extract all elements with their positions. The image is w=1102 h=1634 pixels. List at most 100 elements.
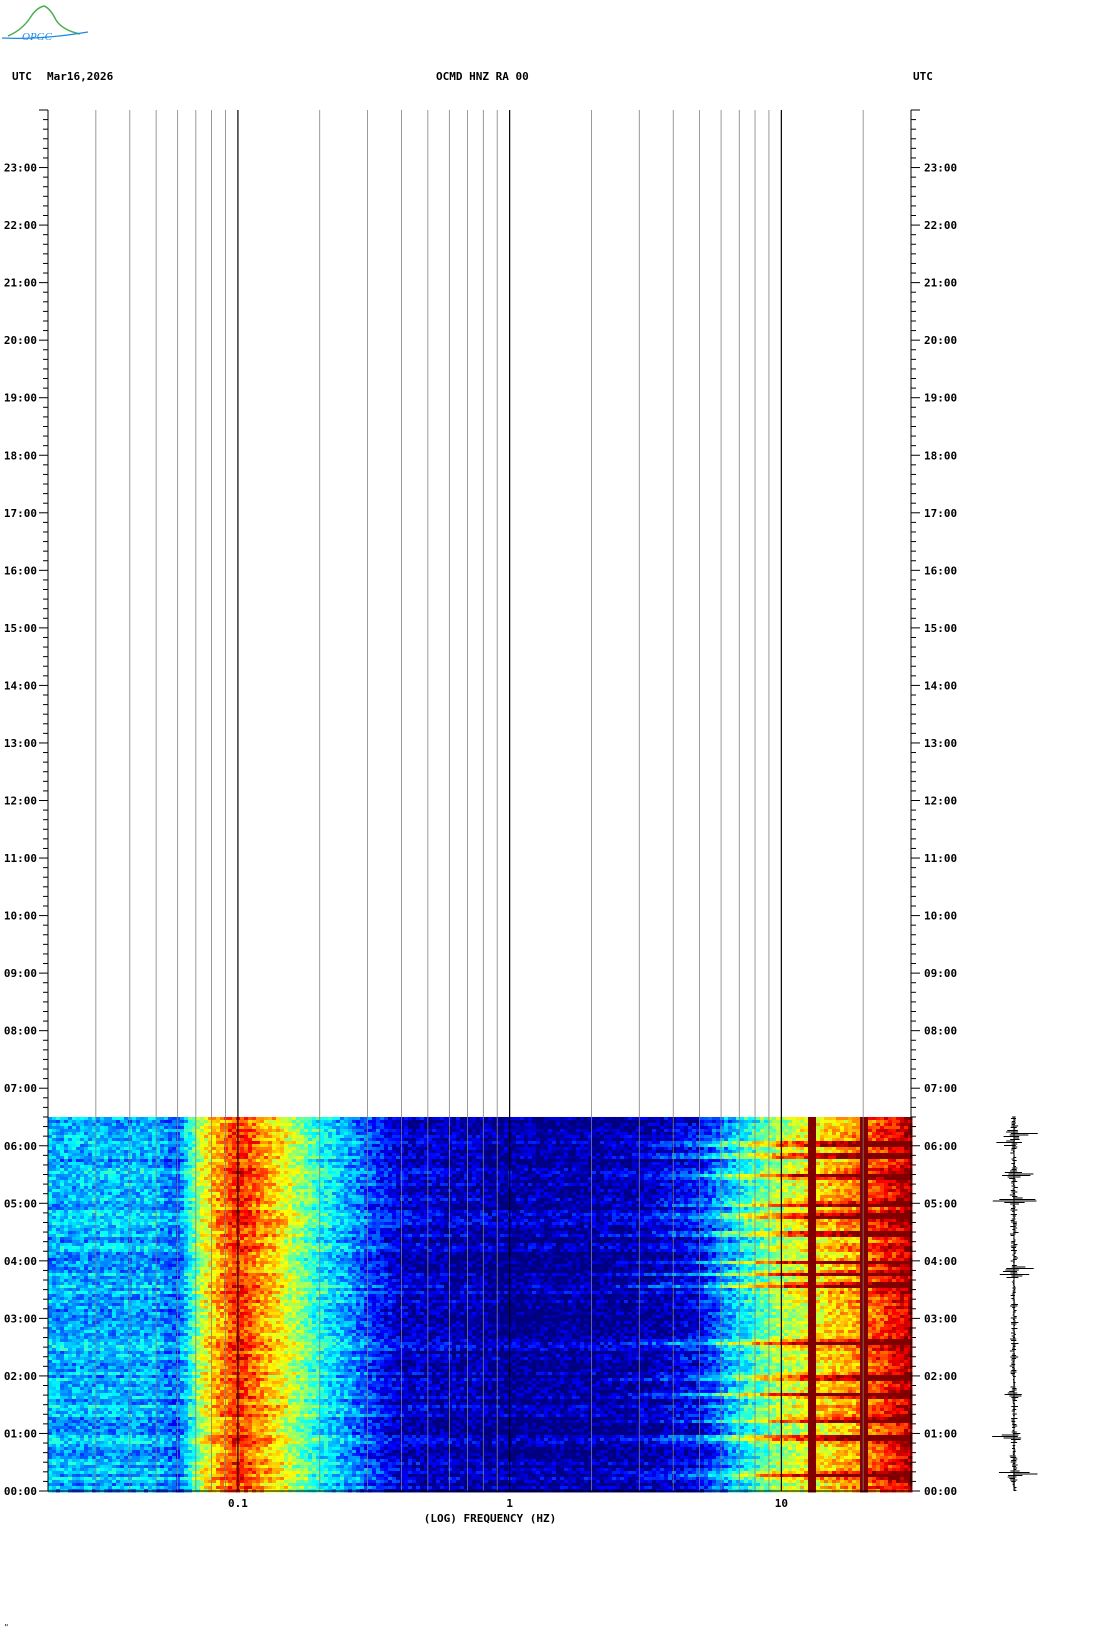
heatmap-cell — [120, 1182, 125, 1187]
heatmap-cell — [408, 1182, 413, 1187]
heatmap-cell — [228, 1152, 233, 1157]
heatmap-cell — [412, 1122, 417, 1127]
heatmap-cell — [488, 1146, 493, 1151]
heatmap-cell — [444, 1116, 449, 1121]
heatmap-cell — [88, 1152, 93, 1157]
heatmap-cell — [652, 1116, 657, 1121]
heatmap-cell — [52, 1167, 57, 1172]
heatmap-cell — [188, 1116, 193, 1121]
heatmap-cell — [380, 1140, 385, 1145]
heatmap-cell — [308, 1134, 313, 1139]
heatmap-cell — [784, 1116, 789, 1121]
heatmap-cell — [828, 1134, 833, 1139]
heatmap-cell — [580, 1116, 585, 1121]
heatmap-cell — [196, 1122, 201, 1127]
heatmap-cell — [56, 1146, 61, 1151]
heatmap-cell — [148, 1158, 153, 1163]
heatmap-cell — [736, 1128, 741, 1133]
heatmap-cell — [432, 1134, 437, 1139]
heatmap-cell — [852, 1143, 857, 1148]
heatmap-cell — [556, 1173, 561, 1178]
heatmap-cell — [160, 1182, 165, 1187]
heatmap-cell — [464, 1134, 469, 1139]
heatmap-cell — [388, 1173, 393, 1178]
heatmap-cell — [188, 1170, 193, 1175]
heatmap-cell — [116, 1149, 121, 1154]
heatmap-cell — [668, 1131, 673, 1136]
heatmap-cell — [656, 1176, 661, 1181]
heatmap-cell — [592, 1128, 597, 1133]
heatmap-cell — [504, 1131, 509, 1136]
heatmap-cell — [316, 1167, 321, 1172]
heatmap-cell — [708, 1134, 713, 1139]
heatmap-cell — [888, 1143, 893, 1148]
heatmap-cell — [280, 1131, 285, 1136]
heatmap-cell — [440, 1131, 445, 1136]
heatmap-cell — [404, 1140, 409, 1145]
heatmap-cell — [836, 1155, 841, 1160]
heatmap-cell — [312, 1134, 317, 1139]
heatmap-cell — [664, 1116, 669, 1121]
heatmap-cell — [564, 1134, 569, 1139]
heatmap-cell — [800, 1143, 805, 1148]
heatmap-cell — [128, 1179, 133, 1184]
heatmap-cell — [720, 1116, 725, 1121]
heatmap-cell — [280, 1116, 285, 1121]
heatmap-cell — [732, 1137, 737, 1142]
heatmap-cell — [688, 1143, 693, 1148]
heatmap-cell — [872, 1131, 877, 1136]
heatmap-cell — [220, 1179, 225, 1184]
heatmap-cell — [288, 1140, 293, 1145]
heatmap-cell — [708, 1170, 713, 1175]
heatmap-cell — [304, 1122, 309, 1127]
heatmap-cell — [728, 1134, 733, 1139]
heatmap-cell — [264, 1167, 269, 1172]
heatmap-cell — [712, 1149, 717, 1154]
heatmap-cell — [648, 1155, 653, 1160]
heatmap-cell — [748, 1128, 753, 1133]
heatmap-cell — [876, 1176, 881, 1181]
heatmap-cell — [868, 1170, 873, 1175]
heatmap-cell — [428, 1167, 433, 1172]
heatmap-cell — [120, 1131, 125, 1136]
heatmap-cell — [504, 1179, 509, 1184]
heatmap-cell — [660, 1146, 665, 1151]
heatmap-cell — [648, 1176, 653, 1181]
heatmap-cell — [640, 1158, 645, 1163]
heatmap-cell — [696, 1170, 701, 1175]
heatmap-cell — [840, 1182, 845, 1187]
heatmap-cell — [532, 1176, 537, 1181]
heatmap-cell — [448, 1161, 453, 1166]
heatmap-cell — [184, 1173, 189, 1178]
heatmap-cell — [684, 1146, 689, 1151]
heatmap-cell — [908, 1140, 913, 1145]
heatmap-cell — [208, 1164, 213, 1169]
heatmap-cell — [132, 1140, 137, 1145]
heatmap-cell — [872, 1179, 877, 1184]
heatmap-cell — [68, 1149, 73, 1154]
heatmap-cell — [608, 1137, 613, 1142]
heatmap-cell — [388, 1137, 393, 1142]
heatmap-cell — [444, 1182, 449, 1187]
heatmap-cell — [568, 1161, 573, 1166]
heatmap-cell — [704, 1125, 709, 1130]
heatmap-cell — [468, 1128, 473, 1133]
heatmap-cell — [560, 1119, 565, 1124]
heatmap-cell — [652, 1164, 657, 1169]
heatmap-cell — [404, 1155, 409, 1160]
heatmap-cell — [780, 1137, 785, 1142]
heatmap-cell — [412, 1116, 417, 1121]
heatmap-cell — [320, 1158, 325, 1163]
heatmap-cell — [292, 1143, 297, 1148]
heatmap-cell — [756, 1143, 761, 1148]
heatmap-cell — [528, 1158, 533, 1163]
heatmap-cell — [588, 1146, 593, 1151]
heatmap-cell — [676, 1149, 681, 1154]
heatmap-cell — [220, 1161, 225, 1166]
heatmap-cell — [868, 1164, 873, 1169]
heatmap-cell — [492, 1128, 497, 1133]
heatmap-cell — [296, 1116, 301, 1121]
heatmap-cell — [840, 1155, 845, 1160]
heatmap-cell — [540, 1173, 545, 1178]
heatmap-cell — [572, 1128, 577, 1133]
